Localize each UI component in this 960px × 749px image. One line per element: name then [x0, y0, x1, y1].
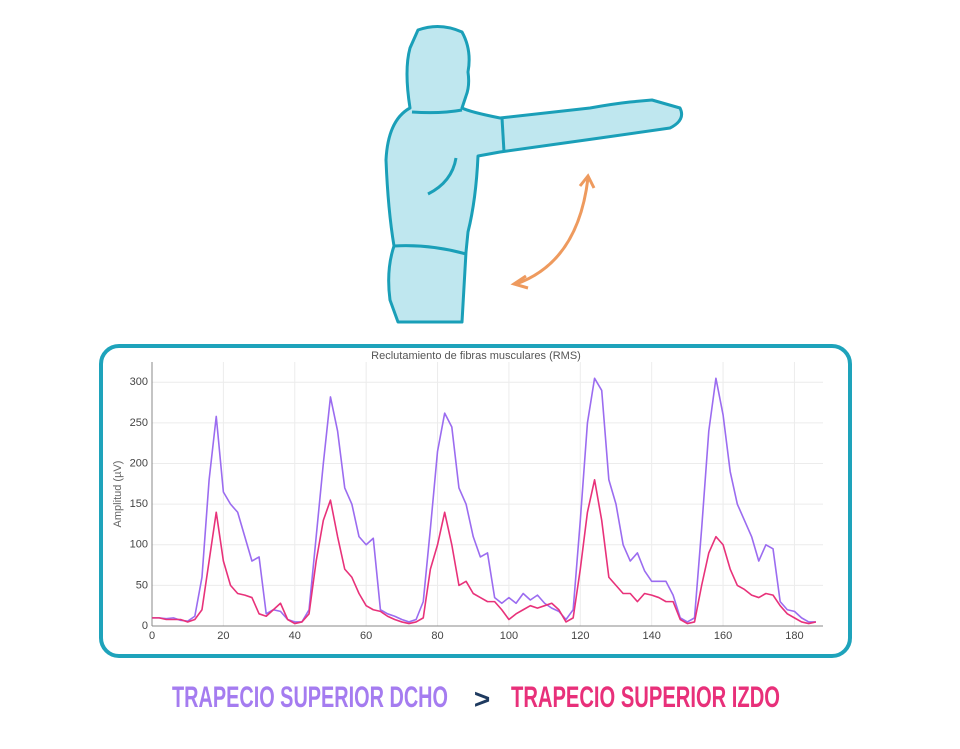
data-line	[152, 478, 817, 625]
chart-frame	[99, 344, 852, 658]
y-tick-label: 0	[142, 620, 148, 632]
y-axis-label: Amplitud (µV)	[112, 461, 124, 528]
x-tick-label: 180	[785, 630, 803, 642]
figure-illustration	[384, 25, 684, 324]
y-tick-label: 150	[130, 498, 148, 510]
x-tick-label: 20	[217, 630, 229, 642]
motion-arrow	[510, 173, 596, 290]
x-tick-label: 40	[289, 630, 301, 642]
legend-label: TRAPECIO SUPERIOR IZDO	[511, 681, 780, 714]
x-tick-label: 80	[431, 630, 443, 642]
y-tick-label: 300	[130, 376, 148, 388]
legend-label: TRAPECIO SUPERIOR DCHO	[172, 681, 448, 714]
x-tick-label: 120	[571, 630, 589, 642]
x-tick-label: 140	[643, 630, 661, 642]
y-tick-label: 200	[130, 457, 148, 469]
y-tick-label: 250	[130, 417, 148, 429]
x-tick-label: 0	[149, 630, 155, 642]
comparison-sign: >	[474, 683, 490, 714]
x-tick-label: 160	[714, 630, 732, 642]
y-tick-label: 50	[136, 579, 148, 591]
y-tick-label: 100	[130, 539, 148, 551]
chart-title: Reclutamiento de fibras musculares (RMS)	[371, 350, 581, 362]
data-line	[152, 377, 816, 623]
x-tick-label: 100	[500, 630, 518, 642]
x-tick-label: 60	[360, 630, 372, 642]
